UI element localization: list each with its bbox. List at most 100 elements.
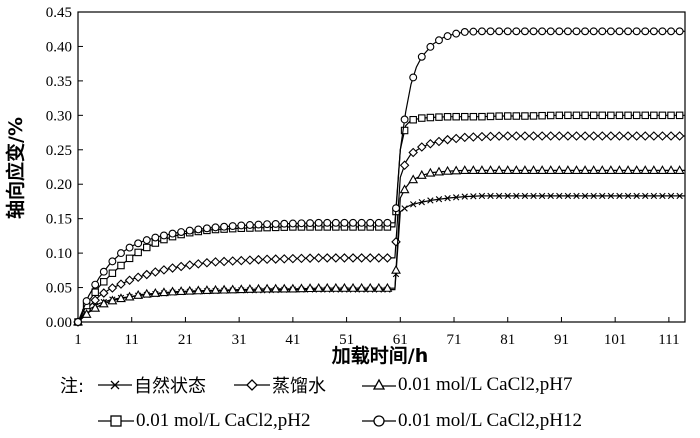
data-point	[219, 284, 230, 294]
data-point	[141, 269, 152, 280]
data-point	[642, 192, 649, 200]
data-point	[418, 198, 425, 206]
data-point	[530, 192, 537, 200]
data-point	[502, 165, 513, 174]
data-point	[91, 280, 100, 289]
legend-note: 注:	[60, 376, 85, 397]
data-point	[184, 260, 195, 270]
data-point	[563, 131, 573, 141]
data-point	[538, 192, 546, 200]
data-point	[374, 218, 383, 227]
y-tick-label: 0.10	[46, 246, 72, 262]
data-point	[425, 138, 436, 149]
data-point	[648, 165, 659, 174]
data-point	[468, 132, 479, 142]
data-point	[356, 282, 367, 292]
data-point	[631, 165, 642, 174]
data-point	[107, 283, 118, 293]
data-point	[280, 219, 289, 228]
data-point	[296, 283, 307, 293]
data-point	[666, 131, 676, 141]
data-point	[91, 288, 99, 296]
data-point	[228, 222, 237, 231]
data-point	[108, 269, 117, 277]
data-point	[650, 192, 658, 200]
data-point	[461, 112, 469, 121]
data-point	[416, 169, 427, 179]
data-point	[641, 111, 649, 120]
data-point	[538, 27, 547, 36]
data-point	[382, 253, 393, 263]
data-point	[262, 254, 272, 265]
data-point	[98, 298, 109, 308]
data-point	[340, 218, 349, 227]
data-point	[193, 259, 204, 269]
y-tick-label: 0.15	[46, 212, 72, 228]
data-point	[503, 27, 512, 36]
data-point	[486, 112, 495, 121]
legend-label: 0.01 mol/L CaCl2,pH7	[398, 374, 573, 395]
data-point	[125, 254, 134, 263]
data-point	[210, 257, 221, 267]
data-point	[220, 222, 229, 231]
data-point	[297, 219, 306, 228]
series-layer	[73, 27, 685, 327]
data-point	[598, 111, 607, 120]
data-point	[452, 112, 460, 121]
line-chart: 0.00 0.05 0.10 0.15 0.20 0.25 0.30 0.35 0.40 0.45…	[4, 5, 686, 367]
x-axis: 1 11 21 31 41 51 61 71 81 91 101 111	[74, 317, 680, 348]
data-point	[485, 165, 496, 174]
data-point	[399, 184, 410, 194]
data-point	[588, 165, 599, 174]
y-tick-label: 0.40	[46, 39, 72, 55]
legend-row-1: 注: 自然状态 蒸馏水 0.01 mol/L CaCl2,pH7	[0, 372, 700, 398]
data-point	[143, 243, 151, 252]
data-point	[616, 192, 623, 200]
data-point	[657, 165, 668, 174]
data-point	[470, 193, 477, 200]
data-point	[400, 126, 409, 135]
data-point	[571, 165, 582, 174]
x-tick-label: 31	[232, 332, 247, 348]
y-tick-label: 0.05	[46, 281, 72, 297]
data-point	[529, 112, 538, 120]
data-point	[116, 279, 126, 289]
data-point	[279, 283, 290, 293]
data-point	[99, 267, 108, 276]
data-point	[99, 288, 109, 298]
data-point	[426, 113, 435, 122]
legend-label: 蒸馏水	[272, 376, 326, 397]
data-point	[366, 218, 375, 227]
data-point	[210, 284, 221, 294]
data-point	[468, 165, 479, 174]
data-point	[254, 220, 263, 229]
data-point	[107, 295, 118, 305]
data-point	[270, 254, 281, 264]
legend-label: 自然状态	[134, 376, 206, 397]
data-point	[349, 218, 357, 227]
data-point	[555, 27, 564, 36]
data-point	[614, 165, 625, 174]
data-point	[244, 284, 255, 293]
legend-label: 0.01 mol/L CaCl2,pH12	[398, 410, 583, 431]
data-point	[658, 27, 667, 36]
data-point	[167, 263, 178, 273]
data-point	[357, 218, 366, 227]
data-point	[589, 27, 598, 36]
data-point	[513, 192, 520, 200]
data-point	[547, 192, 554, 200]
data-point	[545, 165, 556, 174]
data-point	[615, 111, 624, 120]
circle-marker-icon	[362, 415, 396, 427]
x-tick-label: 41	[285, 332, 300, 348]
data-point	[442, 134, 453, 145]
data-point	[650, 111, 658, 120]
y-axis: 0.00 0.05 0.10 0.15 0.20 0.25 0.30 0.35 0.40 0.45	[46, 5, 83, 331]
data-point	[494, 131, 504, 141]
data-point	[528, 131, 539, 141]
data-point	[185, 226, 194, 235]
data-point	[451, 133, 461, 144]
data-point	[556, 192, 563, 200]
data-point	[426, 42, 435, 51]
legend-item-natural: 自然状态	[98, 372, 206, 398]
